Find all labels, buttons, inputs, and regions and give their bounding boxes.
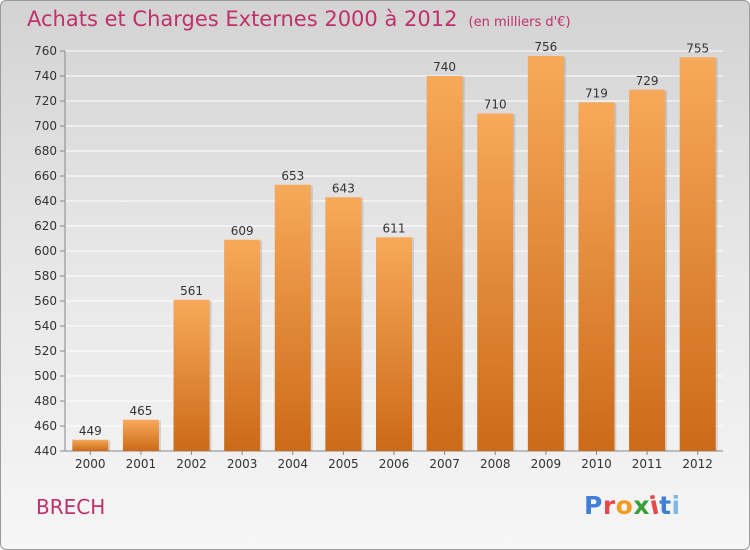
- y-tick-label: 760: [34, 44, 57, 58]
- logo-letter: i: [671, 491, 681, 520]
- bar: [325, 197, 362, 451]
- value-label: 756: [534, 40, 557, 54]
- value-label: 755: [686, 41, 709, 55]
- value-label: 653: [281, 169, 304, 183]
- value-label: 710: [484, 98, 507, 112]
- bar: [274, 184, 311, 451]
- y-tick-label: 560: [34, 294, 57, 308]
- y-tick-label: 600: [34, 244, 57, 258]
- bar: [679, 57, 716, 451]
- value-label: 643: [332, 181, 355, 195]
- x-tick-label: 2008: [480, 457, 511, 471]
- y-tick-label: 640: [34, 194, 57, 208]
- logo-letter: o: [615, 491, 634, 520]
- y-tick-label: 500: [34, 369, 57, 383]
- x-tick-label: 2007: [429, 457, 460, 471]
- y-tick-label: 440: [34, 444, 57, 458]
- value-label: 609: [231, 224, 254, 238]
- value-label: 740: [433, 60, 456, 74]
- bar: [578, 102, 615, 451]
- value-label: 719: [585, 86, 608, 100]
- y-tick-label: 580: [34, 269, 57, 283]
- value-label: 561: [180, 284, 203, 298]
- x-tick-label: 2011: [632, 457, 663, 471]
- y-tick-label: 680: [34, 144, 57, 158]
- y-tick-label: 740: [34, 69, 57, 83]
- bar: [376, 237, 412, 451]
- proxiti-logo: Proxiti: [584, 490, 681, 520]
- x-tick-label: 2006: [379, 457, 410, 471]
- bar: [629, 89, 666, 451]
- bar: [122, 419, 159, 451]
- y-tick-label: 720: [34, 94, 57, 108]
- axes: 440 460 480 500 520 540 560 580 600 620 640 660 680 7…: [34, 44, 723, 471]
- y-tick-label: 620: [34, 219, 57, 233]
- logo-letter: t: [659, 491, 672, 520]
- bar: [173, 299, 210, 451]
- x-tick-label: 2012: [682, 457, 713, 471]
- title-text: Achats et Charges Externes 2000 à 2012: [27, 7, 458, 31]
- x-tick-label: 2001: [126, 457, 157, 471]
- logo-letter: x: [633, 491, 650, 520]
- x-tick-label: 2009: [531, 457, 562, 471]
- x-tick-label: 2010: [581, 457, 612, 471]
- commune-name: BRECH: [36, 495, 106, 519]
- y-tick-label: 700: [34, 119, 57, 133]
- x-tick-label: 2004: [277, 457, 308, 471]
- logo-letter: P: [584, 491, 603, 520]
- y-tick-label: 460: [34, 419, 57, 433]
- value-label: 611: [383, 221, 406, 235]
- bar: [477, 113, 514, 451]
- x-tick-label: 2000: [75, 457, 106, 471]
- bar: [527, 56, 564, 451]
- y-tick-label: 540: [34, 319, 57, 333]
- bar: [426, 76, 463, 451]
- bar: [224, 239, 261, 451]
- bar: [72, 439, 109, 451]
- x-tick-label: 2003: [227, 457, 258, 471]
- value-label: 449: [79, 424, 102, 438]
- y-tick-label: 480: [34, 394, 57, 408]
- unit-label: (en milliers d'€): [468, 15, 571, 30]
- value-label: 729: [636, 74, 659, 88]
- y-tick-label: 660: [34, 169, 57, 183]
- x-tick-label: 2002: [176, 457, 207, 471]
- y-tick-label: 520: [34, 344, 57, 358]
- bars: 449 465 561 609 653 643 611 740 710 756 719 729 755: [72, 40, 718, 451]
- value-label: 465: [129, 404, 152, 418]
- x-tick-label: 2005: [328, 457, 359, 471]
- logo-letter: r: [602, 491, 616, 520]
- chart-title: Achats et Charges Externes 2000 à 2012 (…: [27, 7, 571, 31]
